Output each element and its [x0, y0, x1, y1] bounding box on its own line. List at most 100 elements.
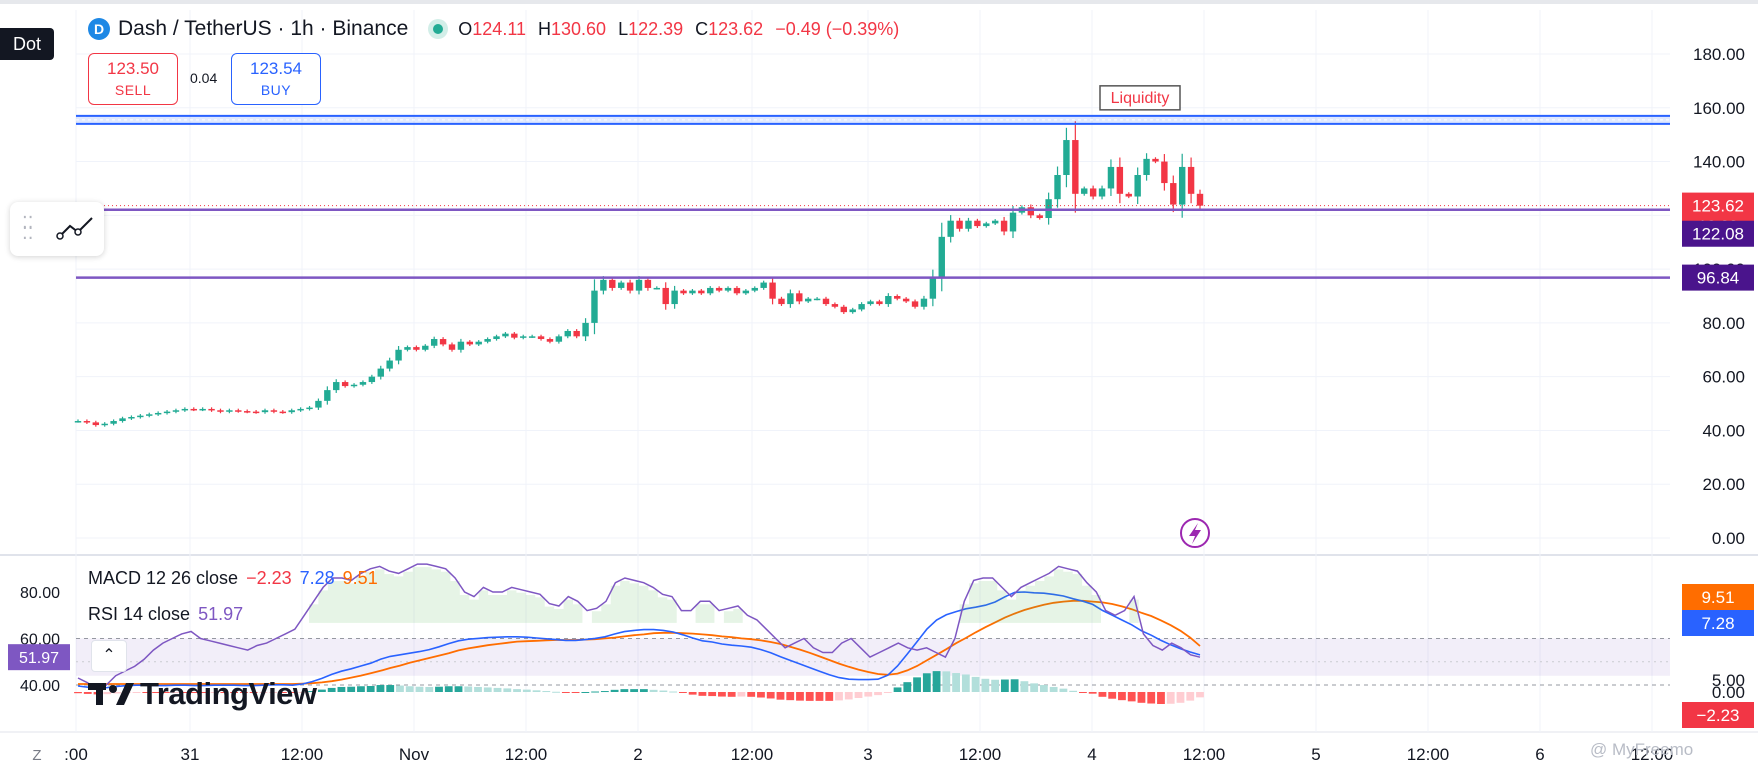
candle-body: [226, 410, 233, 412]
macd-histogram-bar: [669, 691, 678, 693]
candle-body: [1152, 158, 1159, 162]
symbol-tag[interactable]: Dot: [0, 28, 54, 60]
buy-button[interactable]: 123.54 BUY: [231, 53, 321, 105]
candle: [493, 334, 500, 341]
macd-histogram-bar: [74, 692, 82, 694]
rsi-overbought-fill: [573, 604, 583, 623]
macd-histogram-bar: [396, 685, 404, 692]
level-price-label: 122.08: [1692, 225, 1744, 244]
candle-body: [876, 301, 883, 305]
candle-body: [235, 410, 242, 412]
sell-button[interactable]: 123.50 SELL: [88, 53, 178, 105]
candle: [626, 279, 634, 294]
candle-body: [947, 220, 954, 237]
macd-histogram-bar: [1098, 692, 1107, 697]
candle-body: [1196, 193, 1204, 206]
macd-histogram-bar: [474, 686, 482, 692]
macd-histogram-bar: [971, 676, 980, 692]
candle-body: [894, 296, 901, 299]
macd-histogram-bar: [1166, 692, 1175, 704]
macd-histogram-bar: [1000, 679, 1009, 692]
macd-histogram-bar: [844, 692, 853, 700]
dash-coin-icon: D: [88, 18, 110, 40]
rsi-overbought-fill: [1082, 585, 1092, 623]
candle: [965, 217, 972, 232]
candle-body: [128, 417, 135, 419]
macd-histogram-bar: [318, 689, 326, 692]
candle: [876, 299, 883, 306]
candle-body: [974, 220, 981, 227]
macd-legend[interactable]: MACD 12 26 close −2.23 7.28 9.51: [88, 568, 378, 589]
candle: [724, 286, 732, 293]
macd-histogram-bar: [366, 686, 375, 692]
macd-histogram-bar: [639, 689, 648, 692]
watermark: @ MyFreemo: [1590, 740, 1694, 759]
candle-body: [724, 287, 732, 291]
zoom-icon: Z: [32, 747, 41, 764]
drag-handle-icon[interactable]: ⁚⁚ ⁚⁚: [22, 213, 34, 243]
rsi-overbought-fill: [733, 608, 743, 623]
candle: [1134, 167, 1141, 205]
candle: [671, 285, 678, 309]
candle-body: [858, 304, 865, 310]
candle: [199, 407, 206, 412]
symbol-title[interactable]: Dash / TetherUS · 1h · Binance: [118, 17, 409, 40]
rsi-overbought-fill: [657, 597, 668, 623]
candle: [769, 276, 776, 305]
rsi-overbought-fill: [309, 604, 319, 623]
rsi-overbought-fill: [365, 571, 375, 623]
floating-drawing-toolbar[interactable]: ⁚⁚ ⁚⁚: [10, 202, 104, 256]
macd-histogram-bar: [874, 692, 882, 696]
macd-histogram-bar: [864, 692, 873, 697]
candle: [128, 415, 135, 420]
macd-histogram-bar: [961, 674, 970, 692]
rsi-overbought-fill: [441, 571, 451, 623]
candle-body: [1178, 166, 1186, 205]
candle-body: [778, 298, 785, 305]
rsi-overbought-fill: [1072, 574, 1083, 623]
candle-body: [243, 411, 251, 413]
macd-histogram-bar: [659, 690, 668, 692]
macd-histogram-bar: [1088, 692, 1097, 694]
candle-body: [671, 290, 678, 305]
rsi-overbought-fill: [997, 590, 1007, 623]
candle-body: [885, 296, 892, 305]
candle: [573, 329, 580, 339]
candle: [1178, 153, 1186, 218]
rsi-overbought-fill: [629, 583, 639, 623]
macd-histogram-bar: [347, 686, 356, 692]
y-tick-label: 20.00: [1702, 475, 1745, 494]
rsi-legend[interactable]: RSI 14 close 51.97: [88, 604, 243, 625]
candle: [395, 346, 402, 365]
candle: [1107, 159, 1115, 196]
rsi-overbought-fill: [478, 590, 489, 623]
candle-body: [1116, 166, 1124, 194]
macd-histogram-bar: [298, 692, 307, 693]
candle-body: [83, 421, 91, 423]
candle: [564, 329, 571, 339]
rsi-overbought-fill: [450, 581, 460, 623]
candle: [413, 345, 420, 352]
macd-histogram-bar: [698, 692, 707, 696]
x-tick-label: 31: [181, 745, 200, 764]
y-tick-label: 160.00: [1693, 99, 1745, 118]
collapse-legend-button[interactable]: ⌃: [91, 640, 127, 672]
macd-line-value: 7.28: [299, 568, 335, 588]
candle-body: [1027, 207, 1035, 216]
candle: [430, 336, 438, 349]
candle-body: [208, 408, 215, 411]
candle-body: [404, 347, 411, 350]
candle-body: [546, 339, 554, 342]
candle: [511, 332, 518, 340]
candle-body: [1036, 215, 1043, 219]
macd-histogram-bar: [1118, 692, 1126, 701]
macd-histogram-bar: [561, 692, 570, 693]
trend-line-icon[interactable]: [56, 214, 96, 244]
candle-body: [110, 421, 117, 424]
candle: [849, 307, 856, 314]
candle-body: [662, 287, 669, 305]
tradingview-mark-icon: [88, 683, 134, 705]
macd-histogram-bar: [405, 686, 414, 692]
rsi-overbought-fill: [563, 599, 573, 623]
